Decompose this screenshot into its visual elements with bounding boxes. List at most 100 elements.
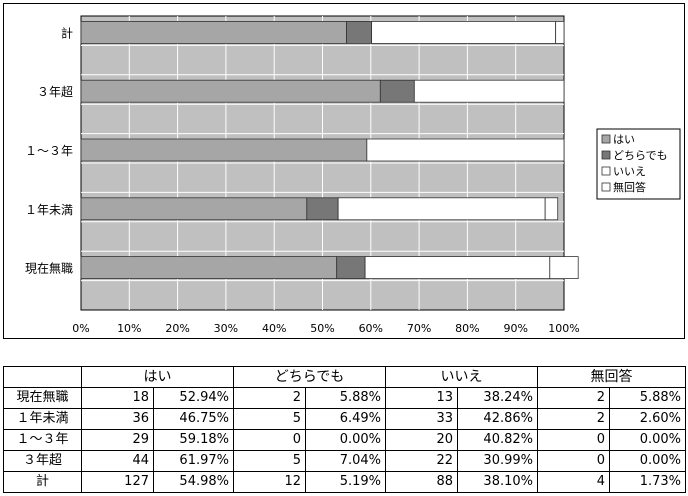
bar-segment	[366, 138, 565, 162]
count-cell: 18	[81, 387, 154, 409]
percent-cell: 59.18%	[153, 429, 234, 451]
table-row: 現在無職 18 52.94% 2 5.88% 13 38.24% 2 5.88%	[3, 387, 686, 409]
percent-cell: 2.60%	[609, 408, 686, 430]
legend-swatch	[601, 166, 611, 176]
bar-segment	[80, 79, 381, 103]
percent-cell: 54.98%	[153, 471, 234, 493]
x-tick-label: 60%	[359, 322, 383, 335]
row-label: 現在無職	[3, 387, 82, 409]
count-cell: 44	[81, 450, 154, 472]
bar-segment	[80, 197, 308, 221]
count-cell: 0	[233, 429, 306, 451]
legend-swatch	[601, 182, 611, 192]
bar-segment	[337, 197, 546, 221]
legend-swatch	[601, 150, 611, 160]
row-label: １年未満	[3, 408, 82, 430]
percent-cell: 0.00%	[609, 429, 686, 451]
percent-cell: 1.73%	[609, 471, 686, 493]
category-label: ３年超	[37, 84, 73, 99]
legend-label: いいえ	[613, 165, 646, 178]
table-row: 計 127 54.98% 12 5.19% 88 38.10% 4 1.73%	[3, 471, 686, 493]
count-cell: 33	[385, 408, 458, 430]
count-cell: 2	[537, 387, 610, 409]
row-label: 計	[3, 471, 82, 493]
percent-cell: 5.88%	[609, 387, 686, 409]
category-label: １～３年	[25, 144, 73, 158]
count-cell: 4	[537, 471, 610, 493]
x-tick-label: 80%	[455, 322, 479, 335]
header-no-answer: 無回答	[537, 366, 686, 388]
percent-cell: 30.99%	[457, 450, 538, 472]
x-tick-label: 40%	[262, 322, 286, 335]
bar-segment	[549, 256, 579, 280]
bar-segment	[371, 20, 557, 44]
count-cell: 0	[537, 450, 610, 472]
bar-segment	[336, 256, 366, 280]
chart-frame: 計 ３年超 １～３年 １年未満現在無職 0% 10% 20% 30% 40% 50% 60% 70% 8…	[3, 3, 685, 339]
x-tick-label: 70%	[407, 322, 431, 335]
count-cell: 12	[233, 471, 306, 493]
bar-segment	[80, 20, 347, 44]
legend-swatch	[601, 134, 611, 144]
count-cell: 2	[233, 387, 306, 409]
x-tick-label: 10%	[117, 322, 141, 335]
bar-segment	[555, 20, 565, 44]
row-label: １～３年	[3, 429, 82, 451]
bar-segment	[346, 20, 373, 44]
legend-box	[596, 128, 681, 200]
data-table: はい どちらでも いいえ 無回答 現在無職 18 52.94% 2 5.88% 13 38.…	[3, 366, 686, 493]
count-cell: 22	[385, 450, 458, 472]
header-yes: はい	[81, 366, 234, 388]
table-row: １年未満 36 46.75% 5 6.49% 33 42.86% 2 2.60%	[3, 408, 686, 430]
percent-cell: 5.19%	[305, 471, 386, 493]
percent-cell: 0.00%	[609, 450, 686, 472]
category-label: 計	[61, 25, 73, 40]
percent-cell: 52.94%	[153, 387, 234, 409]
percent-cell: 40.82%	[457, 429, 538, 451]
x-tick-label: 30%	[214, 322, 238, 335]
table-header-row: はい どちらでも いいえ 無回答	[3, 366, 686, 388]
header-neither: どちらでも	[233, 366, 386, 388]
category-label: 現在無職	[25, 261, 73, 276]
header-no: いいえ	[385, 366, 538, 388]
x-tick-label: 50%	[310, 322, 334, 335]
table-row: ３年超 44 61.97% 5 7.04% 22 30.99% 0 0.00%	[3, 450, 686, 472]
percent-cell: 7.04%	[305, 450, 386, 472]
percent-cell: 38.10%	[457, 471, 538, 493]
percent-cell: 5.88%	[305, 387, 386, 409]
count-cell: 88	[385, 471, 458, 493]
percent-cell: 61.97%	[153, 450, 234, 472]
x-tick-label: 0%	[72, 322, 89, 335]
x-tick-label: 20%	[165, 322, 189, 335]
count-cell: 2	[537, 408, 610, 430]
row-label: ３年超	[3, 450, 82, 472]
percent-cell: 6.49%	[305, 408, 386, 430]
count-cell: 127	[81, 471, 154, 493]
bar-segment	[379, 79, 415, 103]
count-cell: 20	[385, 429, 458, 451]
x-tick-label: 90%	[503, 322, 527, 335]
bar-segment	[544, 197, 559, 221]
legend-label: どちらでも	[613, 149, 668, 162]
table-corner-cell	[3, 366, 82, 388]
count-cell: 36	[81, 408, 154, 430]
count-cell: 0	[537, 429, 610, 451]
x-tick-label: 100%	[548, 322, 579, 335]
count-cell: 5	[233, 408, 306, 430]
percent-cell: 0.00%	[305, 429, 386, 451]
percent-cell: 38.24%	[457, 387, 538, 409]
percent-cell: 46.75%	[153, 408, 234, 430]
bar-segment	[413, 79, 565, 103]
count-cell: 5	[233, 450, 306, 472]
table-row: １～３年 29 59.18% 0 0.00% 20 40.82% 0 0.00%	[3, 429, 686, 451]
legend-label: 無回答	[613, 180, 646, 194]
count-cell: 13	[385, 387, 458, 409]
bar-segment	[364, 256, 551, 280]
category-label: １年未満	[25, 203, 73, 217]
bar-segment	[80, 138, 368, 162]
bar-segment	[306, 197, 339, 221]
percent-cell: 42.86%	[457, 408, 538, 430]
count-cell: 29	[81, 429, 154, 451]
legend-label: はい	[613, 133, 635, 146]
